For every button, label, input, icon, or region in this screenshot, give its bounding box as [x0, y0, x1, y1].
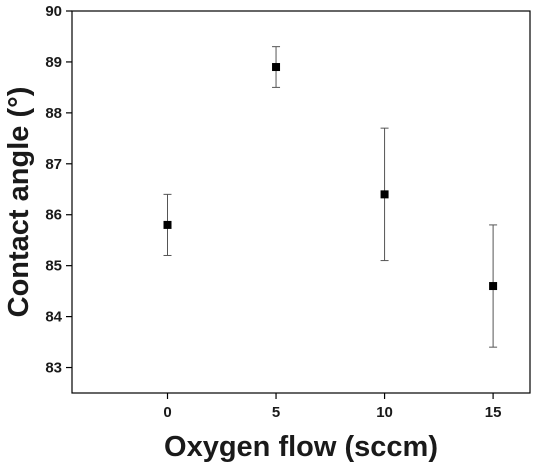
y-tick-label-88: 88 [45, 105, 62, 122]
x-axis: 0 5 10 15 [163, 393, 501, 421]
error-bars [163, 46, 498, 348]
x-tick-label-15: 15 [485, 404, 502, 421]
y-tick-label-90: 90 [45, 3, 62, 20]
x-tick-label-5: 5 [272, 404, 280, 421]
data-points [163, 63, 498, 291]
y-axis-title: Contact angle (°) [3, 87, 35, 318]
data-point-1 [272, 63, 281, 72]
data-point-2 [380, 190, 389, 199]
data-point-3 [489, 282, 498, 291]
y-axis: 83 84 85 86 87 88 89 90 [45, 3, 72, 377]
y-tick-label-84: 84 [45, 309, 62, 326]
plot-frame [71, 10, 531, 394]
x-tick-label-0: 0 [163, 404, 171, 421]
y-tick-label-83: 83 [45, 360, 62, 377]
y-tick-label-89: 89 [45, 54, 62, 71]
x-tick-label-10: 10 [376, 404, 393, 421]
y-tick-label-87: 87 [45, 156, 62, 173]
y-tick-label-86: 86 [45, 207, 62, 224]
y-tick-label-85: 85 [45, 258, 62, 275]
data-point-0 [163, 220, 172, 229]
x-axis-title: Oxygen flow (sccm) [164, 431, 438, 463]
